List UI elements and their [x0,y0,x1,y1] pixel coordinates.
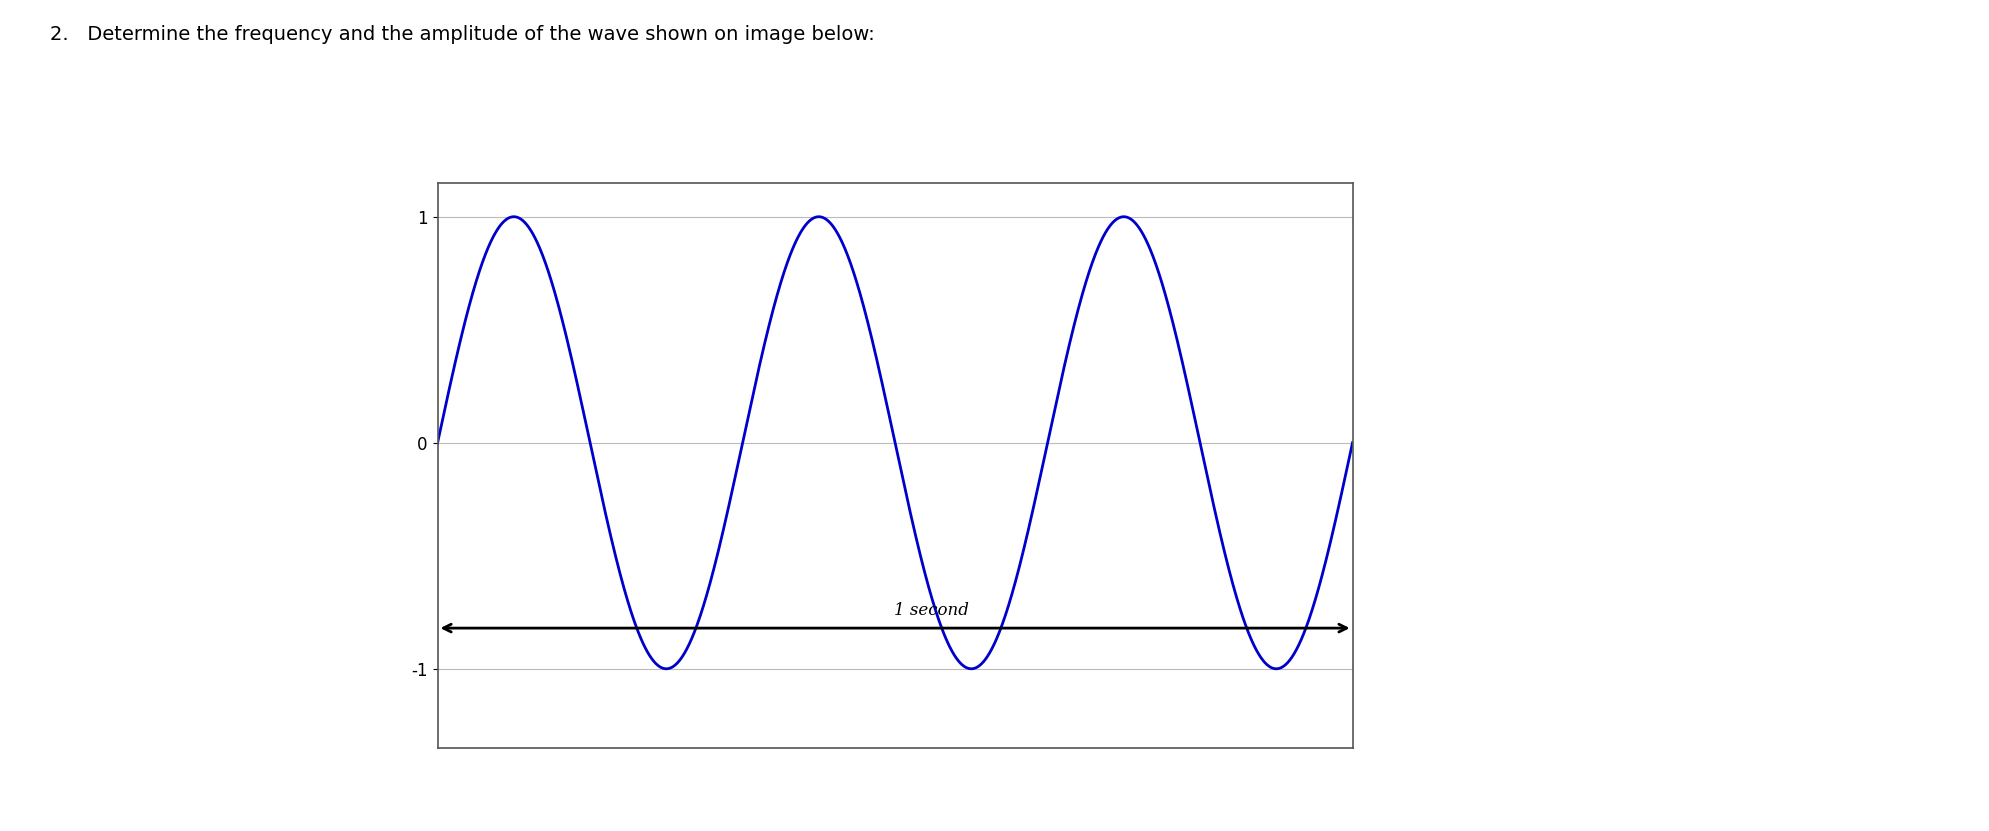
Text: 1 second: 1 second [895,602,969,619]
Text: 2.   Determine the frequency and the amplitude of the wave shown on image below:: 2. Determine the frequency and the ampli… [50,25,875,44]
